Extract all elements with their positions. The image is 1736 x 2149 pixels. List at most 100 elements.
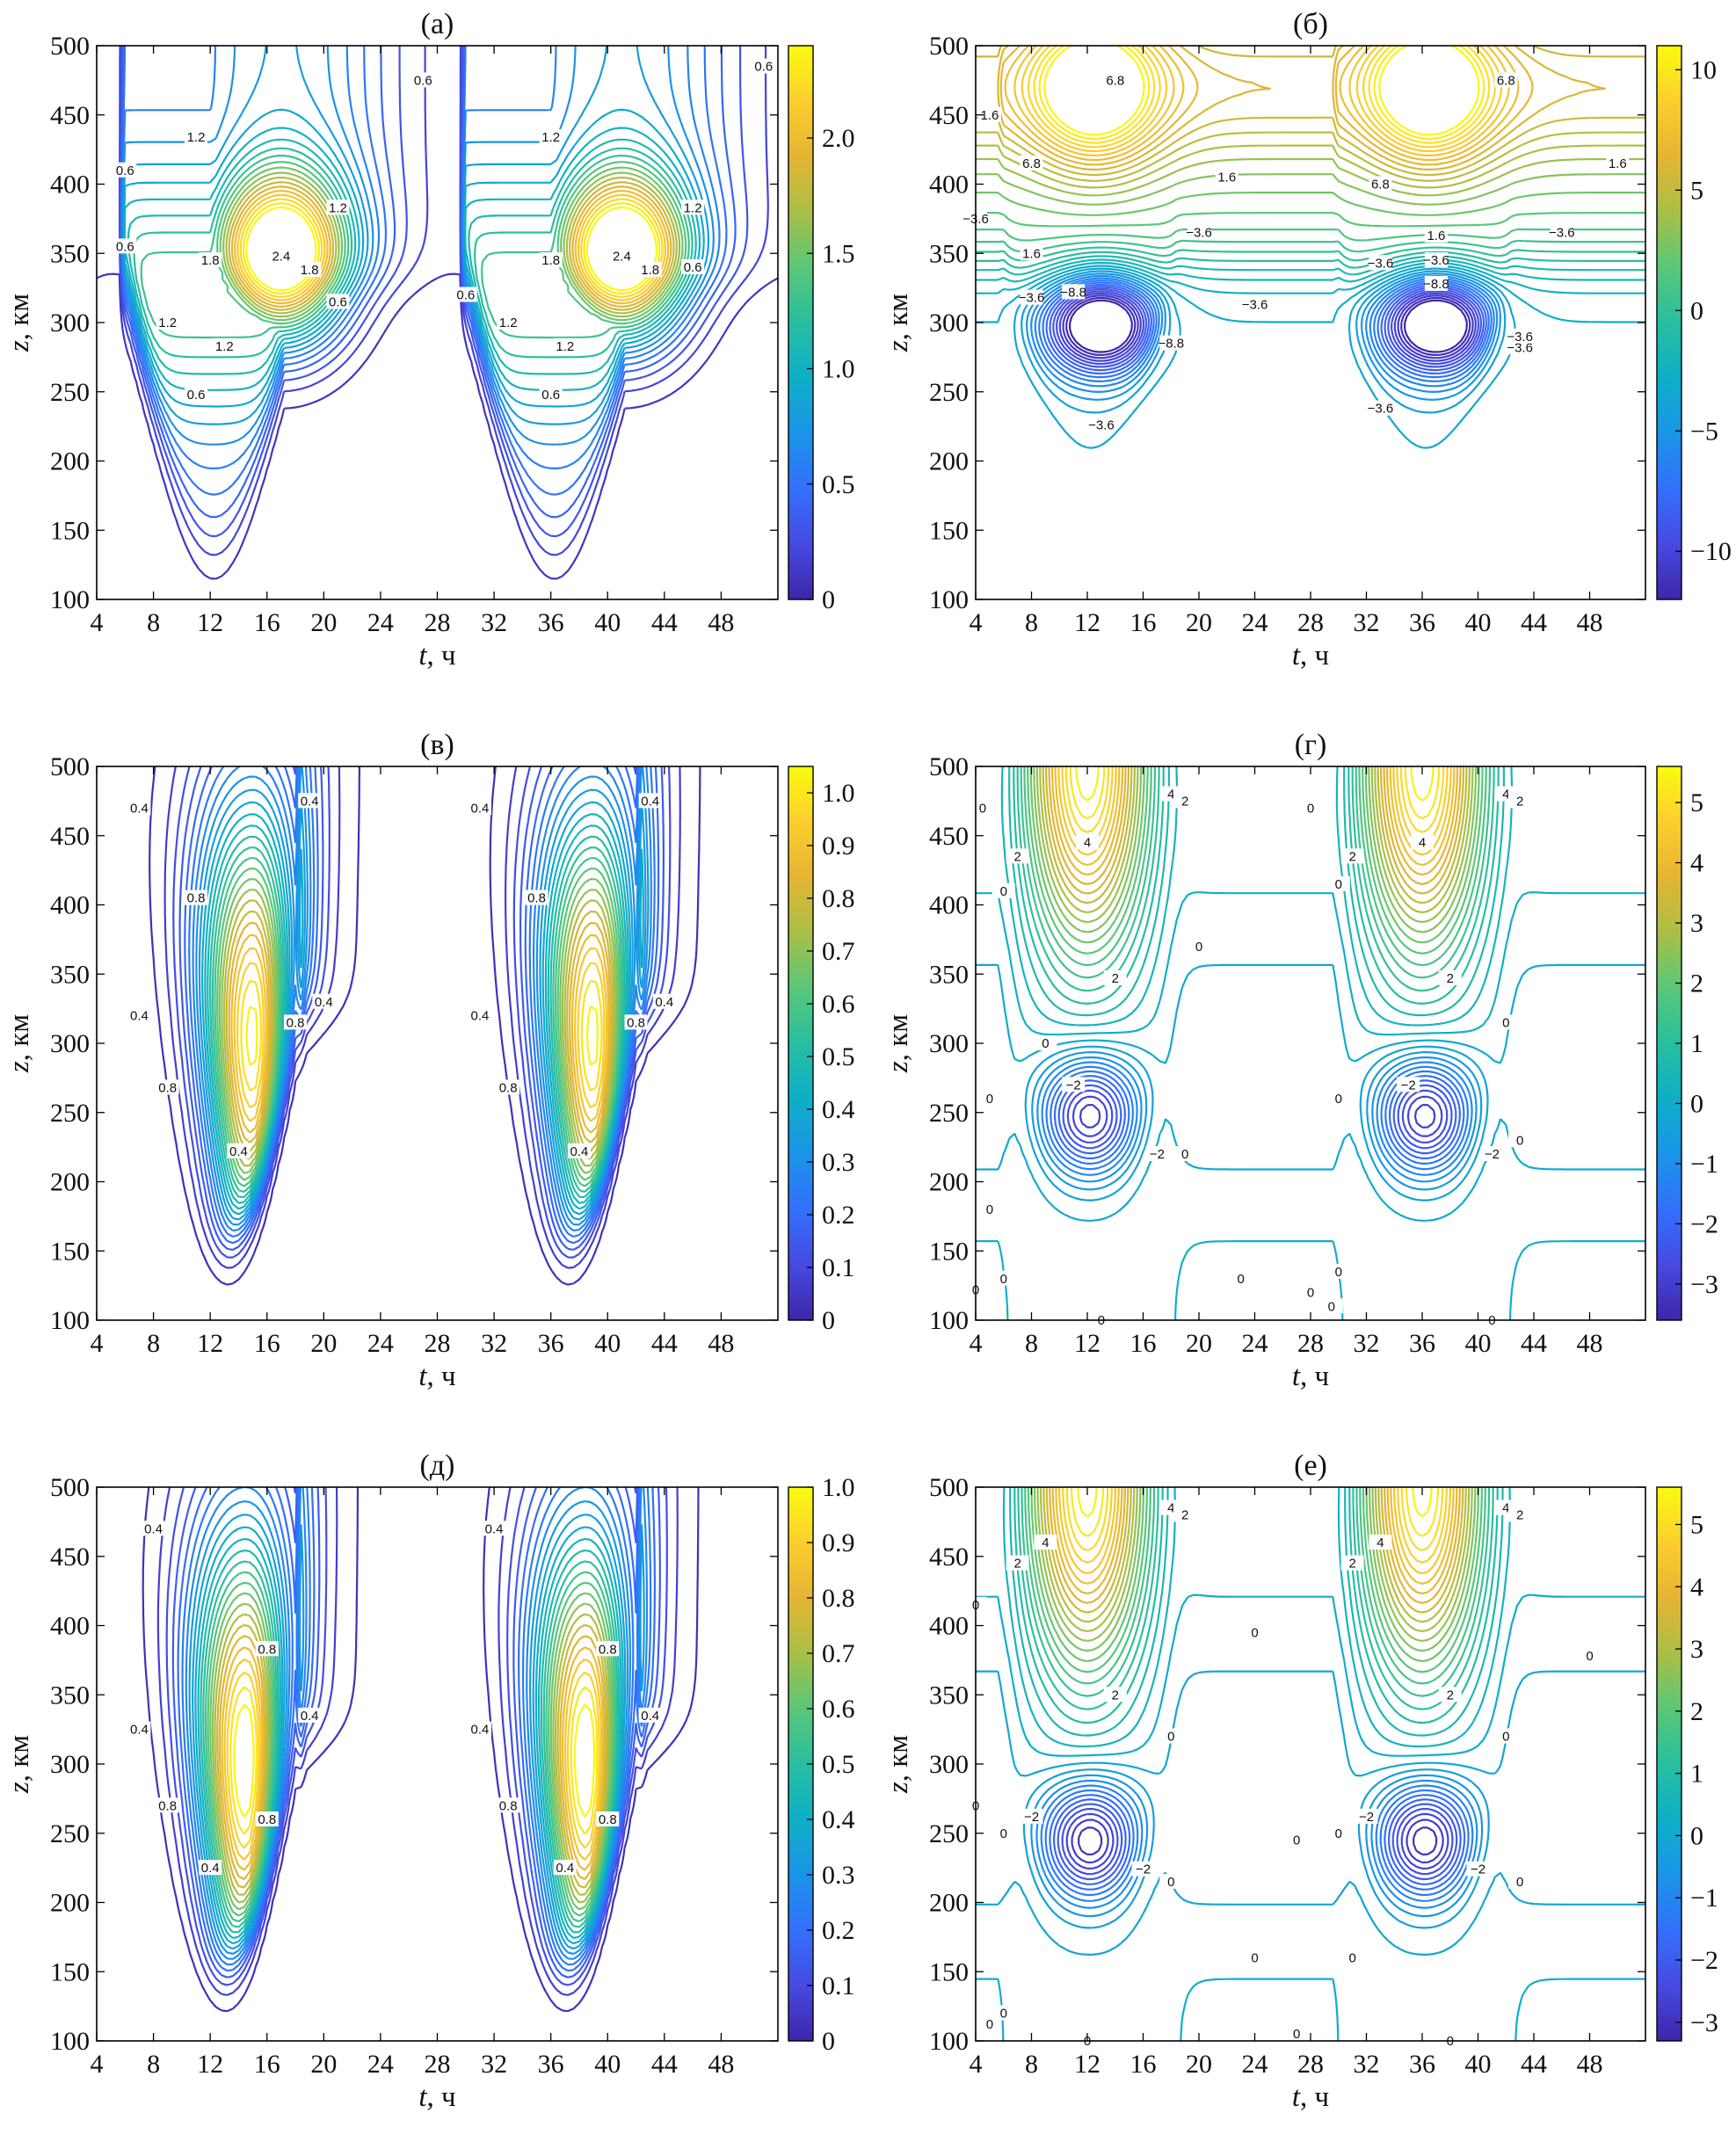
contour-label-bg	[1243, 1624, 1267, 1640]
contour-label: 0.4	[315, 995, 333, 1010]
colorbar-tick-label: 0.1	[822, 1253, 855, 1282]
contour-label: 0.4	[485, 1521, 504, 1536]
x-tick-label: 4	[970, 608, 983, 637]
colorbar-tick-label: 0	[1690, 296, 1703, 325]
contour-level	[228, 921, 612, 1143]
contour-label: 2	[1112, 1688, 1119, 1703]
contour-level	[201, 801, 644, 1216]
contour-label-bg	[596, 1641, 620, 1657]
y-tick-label: 400	[50, 891, 90, 920]
x-tick-label: 36	[1409, 608, 1435, 637]
contour-label-bg	[468, 1721, 491, 1737]
y-tick-label: 150	[50, 516, 90, 545]
contour-label-bg	[1355, 1808, 1378, 1824]
contour-label-bg	[977, 2016, 1001, 2032]
contour-label-bg	[1299, 800, 1322, 816]
contour-label-bg	[1173, 1506, 1197, 1522]
panel-title-b: (б)	[1293, 8, 1328, 40]
colorbar-tick-label: −2	[1690, 1946, 1718, 1975]
contour-label: 0	[1237, 1272, 1244, 1287]
contour-label-bg	[525, 889, 548, 905]
contour-level	[1030, 274, 1499, 393]
x-tick-label: 16	[1130, 608, 1157, 637]
x-axis-title: t, ч	[418, 2081, 455, 2113]
x-axis-unit: , ч	[427, 2081, 456, 2113]
contour-level	[1065, 1487, 1444, 1551]
contour-label: 4	[1167, 788, 1174, 802]
contour-label-bg	[1326, 875, 1350, 891]
contour-level	[1065, 1812, 1449, 1869]
contour-level	[1055, 1487, 1455, 1585]
contour-level	[209, 835, 626, 1198]
x-tick-label: 24	[367, 1329, 394, 1358]
contour-label: 0.4	[641, 1709, 659, 1724]
y-axis-title: z, км	[883, 294, 914, 352]
contour-label-bg	[1062, 1077, 1086, 1093]
y-tick-label: 250	[929, 1099, 969, 1128]
contour-label-bg	[1397, 1077, 1420, 1093]
contour-level	[242, 202, 661, 294]
contour-level	[1062, 1487, 1448, 1564]
colorbar-tick-label: 0.7	[822, 1639, 855, 1668]
y-tick-label: 450	[929, 101, 969, 130]
contour-label: 0	[1348, 1951, 1355, 1966]
y-axis-var: z	[4, 340, 35, 352]
x-tick-label: 44	[651, 2050, 678, 2079]
contour-level	[221, 889, 617, 1167]
contour-label-bg	[553, 1860, 577, 1876]
contour-label: 0.6	[116, 239, 134, 254]
contour-level	[1029, 766, 1480, 944]
y-tick-label: 500	[929, 752, 969, 781]
y-axis-unit: , км	[4, 294, 35, 341]
x-tick-label: 40	[1465, 608, 1492, 637]
contour-label: −2	[1066, 1078, 1081, 1093]
contour-label: 0.8	[258, 1812, 276, 1827]
contour-label-bg	[1578, 1648, 1602, 1664]
contour-label: 1.8	[301, 263, 319, 278]
x-tick-label: 8	[1025, 1329, 1038, 1358]
contour-label-bg	[1606, 155, 1630, 171]
contour-level	[1031, 1051, 1483, 1191]
colorbar-tick-label: 5	[1690, 176, 1703, 205]
contour-label: 0	[1293, 1833, 1300, 1848]
contour-label-bg	[127, 1721, 151, 1737]
contour-level	[1002, 1487, 1511, 1748]
colorbar-tick-label: 0	[822, 585, 835, 614]
contour-label: 0.6	[116, 163, 134, 178]
contour-lines-f	[976, 1487, 1645, 2041]
contour-label: 0.6	[456, 288, 475, 303]
contour-level	[1057, 766, 1452, 856]
contour-label-bg	[638, 1707, 662, 1723]
contour-level	[1039, 1487, 1471, 1632]
contour-label: 4	[1419, 836, 1426, 851]
contour-level	[165, 1487, 668, 1986]
contour-level	[171, 1487, 661, 1978]
y-tick-label: 450	[929, 822, 969, 851]
y-axis-title: z, км	[4, 294, 35, 352]
colorbar-tick-label: 0.5	[822, 1750, 855, 1779]
x-tick-label: 16	[254, 608, 280, 637]
contour-label-bg	[681, 259, 705, 274]
x-tick-label: 36	[538, 2050, 564, 2079]
colorbar-tick-label: 1.0	[822, 355, 855, 384]
contour-level	[976, 192, 1645, 216]
contour-label: 0.6	[541, 388, 560, 403]
contour-level	[1045, 284, 1487, 375]
y-tick-label: 350	[50, 1681, 90, 1710]
contour-label-bg	[1034, 1535, 1057, 1550]
contour-level	[140, 155, 690, 339]
contour-level	[1066, 1089, 1449, 1143]
colorbar-tick-label: 0.8	[822, 884, 855, 913]
x-tick-label: 8	[147, 608, 160, 637]
contour-label: −3.6	[1019, 291, 1045, 306]
contour-label-bg	[199, 1860, 222, 1876]
contour-label: 0.4	[471, 1009, 490, 1024]
contour-label: 0	[1516, 1133, 1523, 1148]
contour-label: 1.6	[980, 108, 999, 123]
contour-label-bg	[113, 162, 137, 178]
contour-label-bg	[1438, 969, 1462, 985]
x-tick-label: 40	[594, 608, 621, 637]
contour-level	[1065, 296, 1471, 356]
panel-title-d: (г)	[1295, 729, 1327, 761]
